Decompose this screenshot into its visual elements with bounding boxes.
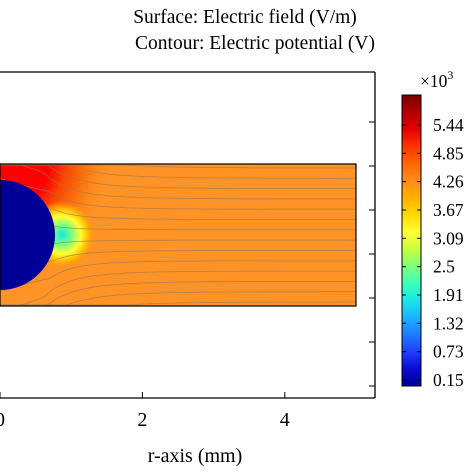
contour-line <box>0 270 356 306</box>
colorbar-tick-label: 5.44 <box>433 115 464 135</box>
x-axis-ticks: 0 2 4 <box>0 392 290 431</box>
colorbar-tick-label: 2.5 <box>433 257 455 277</box>
field-domain <box>0 164 356 306</box>
colorbar-tick-label: 0.15 <box>433 370 464 390</box>
contour-line <box>0 239 356 247</box>
contour-line <box>0 164 356 200</box>
colorbar-tick-label: 4.85 <box>433 143 464 163</box>
contour-line <box>0 250 356 270</box>
colorbar: ×103 5.44 4.85 4.26 3.67 3.09 2.5 1.91 1.32 0.73… <box>401 68 464 390</box>
colorbar-ticks: 5.44 4.85 4.26 3.67 3.09 2.5 1.91 1.32 0.73 0.15 <box>402 115 464 390</box>
contour-line <box>0 223 356 231</box>
chart-title: Surface: Electric field (V/m) <box>133 7 357 28</box>
chart-subtitle: Contour: Electric potential (V) <box>135 33 375 54</box>
colorbar-tick-label: 3.67 <box>433 200 464 220</box>
colorbar-tick-label: 4.26 <box>433 172 464 192</box>
y-axis-ticks <box>369 121 375 387</box>
x-tick-label: 2 <box>137 409 147 431</box>
colorbar-tick-label: 1.91 <box>433 285 464 305</box>
colorbar-tick-label: 3.09 <box>433 228 464 248</box>
contour-line <box>0 200 356 220</box>
colorbar-tick-label: 1.32 <box>433 313 464 333</box>
potential-contours <box>0 164 356 306</box>
contour-line <box>0 164 356 179</box>
x-axis-label: r-axis (mm) <box>148 445 243 467</box>
colorbar-tick-label: 0.73 <box>433 342 464 362</box>
colorbar-multiplier: ×103 <box>420 68 453 91</box>
contour-line <box>0 281 356 306</box>
colorbar-strip <box>401 94 422 387</box>
sphere-electrode <box>0 180 55 290</box>
contour-line <box>0 260 356 293</box>
x-tick-label: 4 <box>280 409 290 431</box>
contour-line <box>0 177 356 210</box>
x-tick-label: 0 <box>0 409 5 431</box>
contour-line <box>0 301 356 306</box>
contour-line <box>0 164 356 189</box>
domain-border <box>0 163 357 307</box>
